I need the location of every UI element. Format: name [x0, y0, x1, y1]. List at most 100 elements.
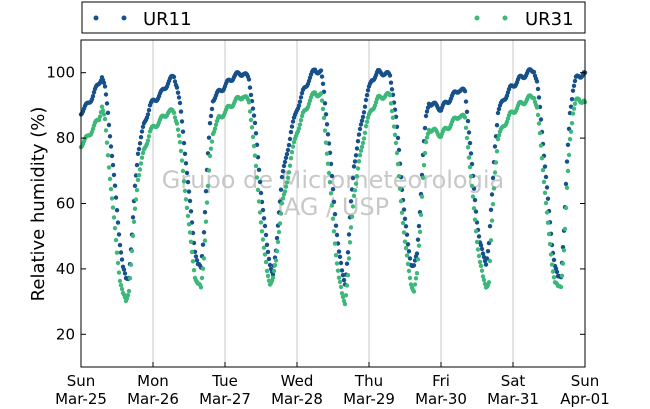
data-point-ur11 — [284, 151, 290, 157]
data-point-ur31 — [373, 100, 379, 105]
data-point-ur31 — [346, 256, 352, 261]
data-point-ur31 — [259, 229, 265, 234]
data-point-ur31 — [318, 91, 324, 96]
data-point-ur31 — [418, 212, 424, 217]
data-point-ur11 — [402, 216, 408, 221]
data-point-ur31 — [180, 168, 186, 174]
legend-label-ur31: UR31 — [525, 9, 574, 30]
data-point-ur31 — [251, 143, 257, 149]
data-point-ur31 — [399, 210, 405, 215]
data-point-ur11 — [139, 129, 145, 134]
data-point-ur31 — [565, 168, 571, 174]
data-point-ur11 — [278, 187, 284, 192]
data-point-ur31 — [362, 130, 368, 135]
data-point-ur31 — [423, 139, 429, 145]
data-point-ur31 — [280, 196, 286, 201]
data-point-ur31 — [111, 215, 117, 220]
data-point-ur11 — [201, 230, 207, 235]
data-point-ur31 — [202, 238, 208, 243]
data-point-ur31 — [326, 170, 332, 176]
data-point-ur31 — [117, 278, 123, 284]
data-point-ur11 — [360, 114, 366, 120]
data-point-ur11 — [348, 199, 354, 204]
data-point-ur31 — [249, 125, 255, 130]
data-point-ur11 — [479, 246, 485, 252]
data-point-ur31 — [476, 253, 482, 259]
data-point-ur31 — [559, 273, 565, 278]
data-point-ur31 — [472, 217, 478, 222]
data-point-ur11 — [253, 131, 259, 136]
data-point-ur31 — [474, 239, 480, 245]
data-point-ur11 — [104, 101, 110, 106]
x-tick-label-date: Mar-28 — [271, 390, 323, 408]
data-point-ur11 — [422, 125, 428, 131]
data-point-ur11 — [423, 113, 429, 119]
data-point-ur31 — [481, 277, 487, 283]
data-point-ur31 — [260, 237, 266, 242]
data-point-ur31 — [283, 184, 289, 189]
data-point-ur31 — [333, 253, 339, 258]
data-point-ur31 — [139, 155, 145, 160]
data-point-ur11 — [132, 183, 138, 188]
data-point-ur31 — [479, 268, 485, 273]
data-point-ur31 — [257, 210, 263, 215]
legend-marker-ur31 — [474, 15, 480, 21]
data-point-ur31 — [541, 179, 547, 185]
data-point-ur31 — [351, 193, 357, 198]
data-point-ur11 — [572, 78, 578, 84]
y-tick-label: 100 — [46, 64, 75, 82]
data-point-ur31 — [394, 150, 400, 156]
data-point-ur11 — [102, 84, 108, 89]
data-point-ur31 — [322, 128, 328, 133]
data-point-ur11 — [536, 95, 542, 100]
data-point-ur31 — [287, 163, 293, 168]
gridlines — [152, 40, 514, 367]
data-point-ur31 — [544, 210, 550, 215]
data-point-ur11 — [570, 88, 576, 93]
data-point-ur11 — [298, 95, 304, 100]
data-point-ur31 — [284, 180, 290, 185]
data-point-ur31 — [422, 150, 428, 156]
data-point-ur11 — [319, 74, 325, 79]
data-point-ur31 — [190, 259, 196, 264]
data-point-ur31 — [480, 274, 486, 279]
data-point-ur11 — [325, 132, 331, 137]
data-point-ur31 — [546, 231, 552, 237]
data-point-ur31 — [475, 247, 481, 252]
y-tick-label: 80 — [56, 129, 75, 147]
data-point-ur11 — [407, 256, 413, 261]
data-point-ur11 — [494, 123, 500, 128]
data-point-ur11 — [543, 174, 549, 180]
data-point-ur31 — [278, 211, 284, 216]
data-point-ur11 — [490, 175, 496, 181]
data-point-ur11 — [387, 73, 393, 78]
data-point-ur11 — [545, 196, 551, 201]
data-point-ur11 — [256, 167, 262, 172]
data-point-ur31 — [212, 126, 218, 131]
data-point-ur31 — [113, 237, 119, 243]
data-point-ur31 — [493, 160, 499, 165]
data-point-ur31 — [128, 262, 134, 267]
data-point-ur31 — [188, 239, 194, 244]
data-point-ur31 — [471, 206, 477, 211]
data-point-ur11 — [135, 151, 141, 156]
data-point-ur11 — [403, 224, 409, 229]
data-point-ur11 — [563, 181, 569, 187]
data-point-ur31 — [339, 291, 345, 296]
data-point-ur11 — [389, 87, 395, 92]
data-point-ur31 — [473, 229, 479, 234]
data-point-ur31 — [335, 268, 341, 273]
data-point-ur11 — [207, 121, 213, 126]
data-point-ur31 — [104, 140, 110, 145]
y-axis-title: Relative humidity (%) — [28, 107, 49, 302]
data-point-ur31 — [550, 269, 556, 274]
data-point-ur11 — [322, 101, 328, 106]
data-point-ur11 — [182, 151, 188, 156]
data-point-ur31 — [397, 186, 403, 191]
data-point-ur31 — [133, 197, 139, 202]
x-tick-label-day: Tue — [211, 372, 238, 390]
data-point-ur31 — [570, 111, 576, 116]
x-tick-label-date: Mar-26 — [127, 390, 179, 408]
data-point-ur31 — [97, 114, 103, 119]
data-point-ur11 — [424, 109, 430, 114]
